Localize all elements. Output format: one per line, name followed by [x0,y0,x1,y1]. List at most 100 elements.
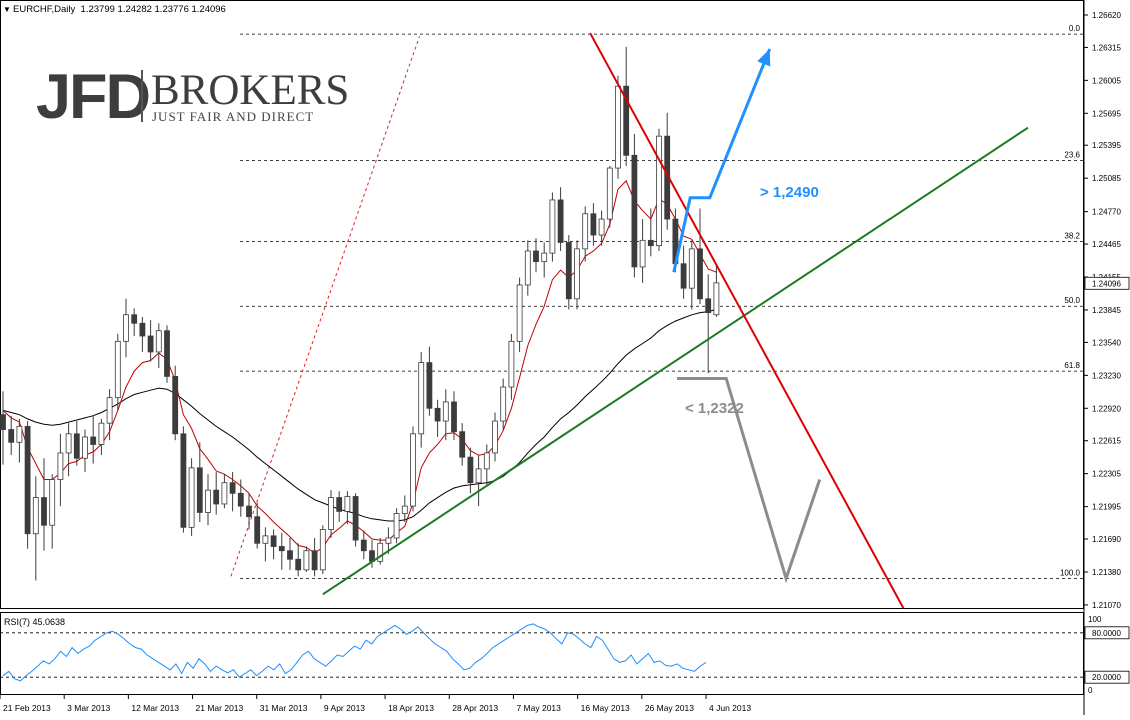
bullish-candle [32,497,39,535]
bearish-candle [533,250,539,263]
bullish-candle [385,537,392,544]
bearish-candle [565,242,572,300]
bearish-candle [278,546,285,552]
bullish-candle [221,482,228,505]
bullish-candle [582,213,589,250]
bearish-candle [451,401,457,433]
trendlines [322,32,1029,609]
rsi-line [2,623,707,682]
price-tick-label: 1.23845 [1092,306,1121,315]
bullish-target-label: > 1,2490 [760,184,819,201]
fibonacci-levels: 0.0 23.6 38.2 50.0 61.8 100.0 [240,24,1084,579]
bearish-candle [196,467,203,513]
bullish-candle [155,330,162,353]
price-tick-label: 1.25695 [1092,109,1121,118]
bearish-candle [680,263,687,289]
logo-divider [141,70,143,122]
scenario-paths: > 1,2490 < 1,2322 [672,48,822,584]
time-tick-label: 28 Apr 2013 [452,703,498,713]
rsi-panel: 80.0000 20.0000 [0,623,1130,684]
price-tick-label: 1.21995 [1092,503,1121,512]
bullish-candle [401,505,408,514]
bearish-candle [590,213,597,236]
bearish-candle [557,199,564,243]
rsi-plot-frame [0,612,1084,695]
bearish-candle [164,330,170,377]
bearish-candle [246,505,252,518]
bearish-candle [172,376,179,435]
menu-chevron-icon[interactable]: ▼ [3,5,11,14]
bearish-candle [697,248,703,300]
price-tick-label: 1.22305 [1092,470,1121,479]
rsi-level-80-label: 80.0000 [1092,629,1121,638]
dashed-channel-line [230,36,421,577]
bearish-candle [41,497,47,526]
time-tick-label: 12 Mar 2013 [131,703,179,713]
price-tick-label: 1.24770 [1092,208,1121,217]
current-price-box [1084,276,1130,290]
price-tick-label: 1.25395 [1092,141,1121,150]
bullish-candle [65,433,72,454]
bullish-candle [106,397,113,424]
bearish-candle [434,407,441,422]
bearish-candle [237,492,244,507]
bullish-candle [656,135,662,247]
bearish-candle [90,436,97,445]
fib-level-label: 61.8 [1064,361,1080,370]
bullish-candle [475,468,482,484]
time-tick-label: 7 May 2013 [516,703,561,713]
bullish-candle [114,340,121,399]
bearish-scenario-path [677,377,822,584]
bullish-candle [442,401,449,422]
time-tick-label: 16 May 2013 [581,703,630,713]
bearish-candle [213,489,220,505]
bullish-candle [410,433,416,507]
rsi-scale-top: 100 [1088,615,1102,624]
fib-level-label: 0.0 [1069,24,1081,33]
bullish-candle [262,535,269,544]
fib-level-label: 100.0 [1060,568,1081,577]
bearish-candle [131,314,138,324]
bullish-candle [639,239,646,268]
price-tick-label: 1.21690 [1092,535,1121,544]
bullish-candle [606,167,613,220]
bearish-candle [229,482,236,494]
time-tick-label: 26 May 2013 [645,703,694,713]
channel-trendline [230,36,421,577]
time-tick-label: 3 Mar 2013 [67,703,110,713]
price-tick-label: 1.21380 [1092,568,1121,577]
rsi-label: RSI(7) 45.0638 [4,617,65,627]
price-tick-label: 1.24465 [1092,240,1121,249]
current-price-label: 1.24096 [1092,279,1121,288]
bullish-candle [319,529,326,571]
bearish-candle [426,362,433,409]
price-tick-label: 1.26315 [1092,43,1121,52]
resistance-trendline [589,32,905,609]
bullish-candle [598,218,605,236]
bearish-candle [180,433,187,528]
bearish-candle [311,550,318,571]
bearish-candle [467,456,474,484]
fib-level-label: 50.0 [1064,296,1080,305]
rsi-scale-bottom: 0 [1088,686,1093,695]
bullish-candle [524,250,531,286]
price-tick-label: 1.25085 [1092,174,1121,183]
time-tick-label: 4 Jun 2013 [709,703,751,713]
bearish-candle [352,496,359,541]
bullish-candle [500,386,507,422]
bearish-candle [705,298,712,314]
price-tick-label: 1.23540 [1092,338,1121,347]
time-tick-label: 21 Mar 2013 [196,703,244,713]
bearish-candle [24,425,31,535]
bullish-candle [82,436,88,459]
rsi-level-20-box [1084,670,1130,684]
bullish-candle [303,550,310,571]
bullish-candle [57,452,64,480]
bullish-candle [508,340,515,388]
price-tick-label: 1.23230 [1092,371,1121,380]
bearish-candle [73,433,80,459]
bullish-candle [549,199,556,254]
symbol-readout: EURCHF,Daily 1.23799 1.24282 1.23776 1.2… [13,4,226,15]
bearish-candle [647,239,654,247]
bullish-candle [188,467,195,528]
